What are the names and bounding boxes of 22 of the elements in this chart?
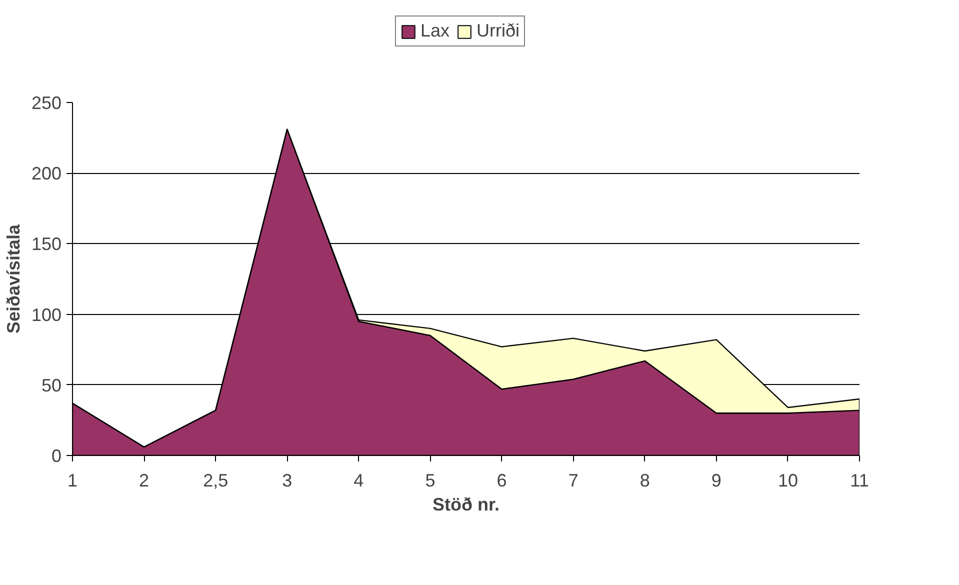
y-tick-label: 200 [31, 164, 62, 184]
y-tick-label: 100 [31, 304, 62, 325]
x-tick-label: 10 [778, 470, 798, 490]
x-tick-label: 6 [496, 470, 507, 490]
legend-label: Lax [420, 20, 450, 42]
x-tick-label: 2 [139, 470, 150, 490]
x-tick-label: 5 [425, 470, 436, 490]
y-tick-label: 250 [31, 93, 62, 113]
y-tick-label: 0 [51, 446, 62, 466]
y-axis-title: Seiðavísitala [3, 223, 24, 334]
x-tick-label: 3 [282, 470, 292, 490]
x-axis-title: Stöð nr. [432, 494, 500, 514]
y-tick-label: 50 [41, 375, 62, 396]
y-tick-label: 150 [31, 234, 62, 254]
legend-label: Urriði [476, 20, 520, 42]
x-tick-label: 4 [354, 470, 364, 490]
x-tick-label: 11 [850, 470, 869, 490]
x-tick-label: 9 [711, 470, 722, 490]
x-tick-label: 7 [568, 470, 578, 490]
x-tick-label: 2,5 [203, 470, 228, 490]
x-tick-label: 8 [640, 470, 650, 490]
x-tick-label: 1 [67, 470, 78, 490]
